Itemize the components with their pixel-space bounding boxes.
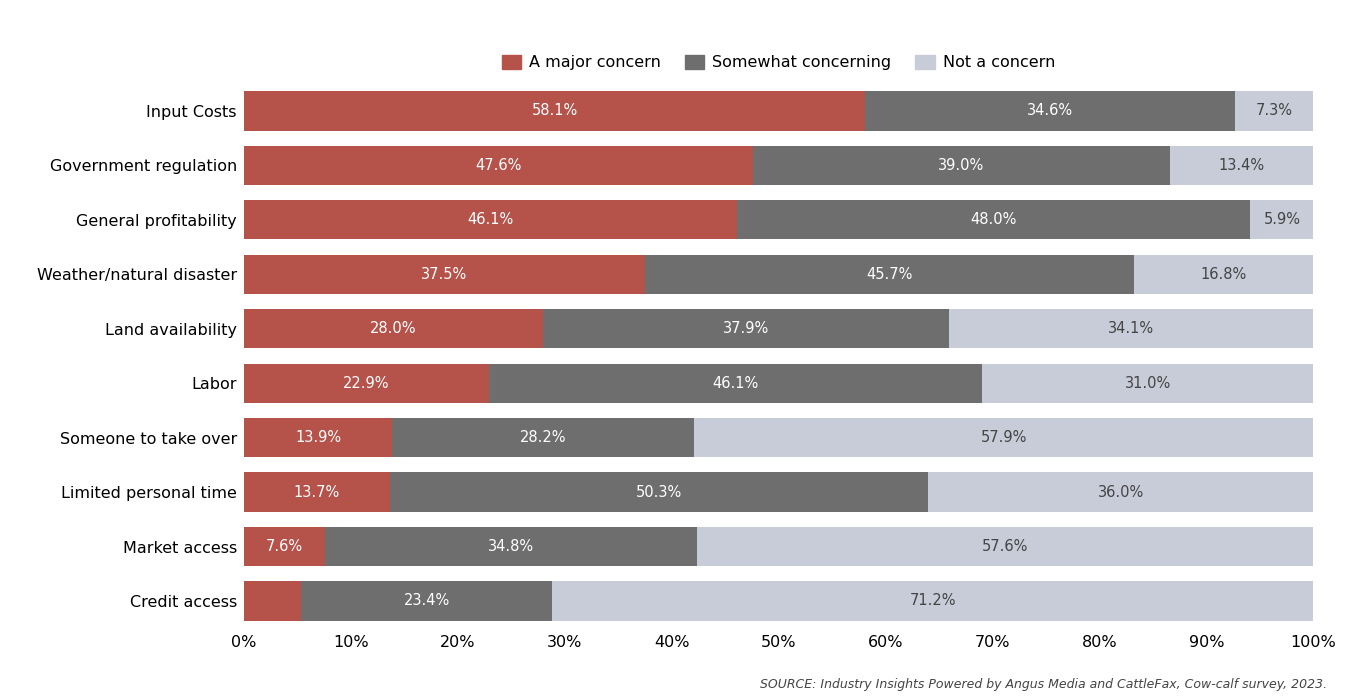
Text: 28.2%: 28.2%	[520, 430, 566, 445]
Text: 71.2%: 71.2%	[910, 593, 956, 609]
Bar	[244, 364, 489, 403]
Bar	[753, 146, 1170, 185]
Text: 13.7%: 13.7%	[294, 484, 340, 500]
Text: 39.0%: 39.0%	[938, 158, 984, 173]
Text: 34.8%: 34.8%	[487, 539, 535, 554]
Bar	[737, 200, 1250, 239]
Text: 22.9%: 22.9%	[343, 376, 390, 391]
Bar	[929, 473, 1313, 512]
Text: 7.3%: 7.3%	[1257, 103, 1293, 119]
Text: 45.7%: 45.7%	[867, 267, 913, 282]
Text: 34.1%: 34.1%	[1108, 321, 1154, 336]
Text: SOURCE: Industry Insights Powered by Angus Media and CattleFax, Cow-calf survey,: SOURCE: Industry Insights Powered by Ang…	[760, 678, 1327, 691]
Bar	[390, 473, 929, 512]
Bar	[244, 581, 302, 621]
Text: 13.4%: 13.4%	[1219, 158, 1265, 173]
Bar	[325, 527, 697, 566]
Text: 46.1%: 46.1%	[467, 212, 513, 228]
Text: 50.3%: 50.3%	[636, 484, 682, 500]
Text: 37.5%: 37.5%	[421, 267, 467, 282]
Bar	[244, 527, 325, 566]
Bar	[244, 473, 390, 512]
Bar	[302, 581, 552, 621]
Text: 31.0%: 31.0%	[1124, 376, 1171, 391]
Bar	[982, 364, 1313, 403]
Bar	[244, 200, 737, 239]
Text: 58.1%: 58.1%	[531, 103, 578, 119]
Bar	[1235, 91, 1313, 131]
Bar	[393, 418, 695, 457]
Text: 13.9%: 13.9%	[295, 430, 341, 445]
Bar	[244, 418, 393, 457]
Bar	[949, 309, 1313, 348]
Text: 5.9%: 5.9%	[1263, 212, 1300, 228]
Text: 47.6%: 47.6%	[475, 158, 521, 173]
Text: 16.8%: 16.8%	[1201, 267, 1247, 282]
Text: 37.9%: 37.9%	[723, 321, 769, 336]
Bar	[1250, 200, 1313, 239]
Text: 7.6%: 7.6%	[265, 539, 303, 554]
Text: 23.4%: 23.4%	[403, 593, 450, 609]
Text: 36.0%: 36.0%	[1098, 484, 1144, 500]
Bar	[645, 255, 1133, 294]
Legend: A major concern, Somewhat concerning, Not a concern: A major concern, Somewhat concerning, No…	[496, 48, 1062, 77]
Bar	[697, 527, 1313, 566]
Bar	[543, 309, 949, 348]
Text: 34.6%: 34.6%	[1028, 103, 1074, 119]
Bar	[695, 418, 1313, 457]
Text: 57.6%: 57.6%	[982, 539, 1029, 554]
Bar	[1133, 255, 1313, 294]
Bar	[244, 91, 865, 131]
Bar	[489, 364, 982, 403]
Bar	[244, 255, 645, 294]
Text: 46.1%: 46.1%	[712, 376, 758, 391]
Text: 28.0%: 28.0%	[370, 321, 417, 336]
Text: 57.9%: 57.9%	[980, 430, 1026, 445]
Bar	[1170, 146, 1313, 185]
Bar	[244, 309, 543, 348]
Bar	[244, 146, 753, 185]
Text: 48.0%: 48.0%	[971, 212, 1017, 228]
Bar	[865, 91, 1235, 131]
Bar	[552, 581, 1313, 621]
